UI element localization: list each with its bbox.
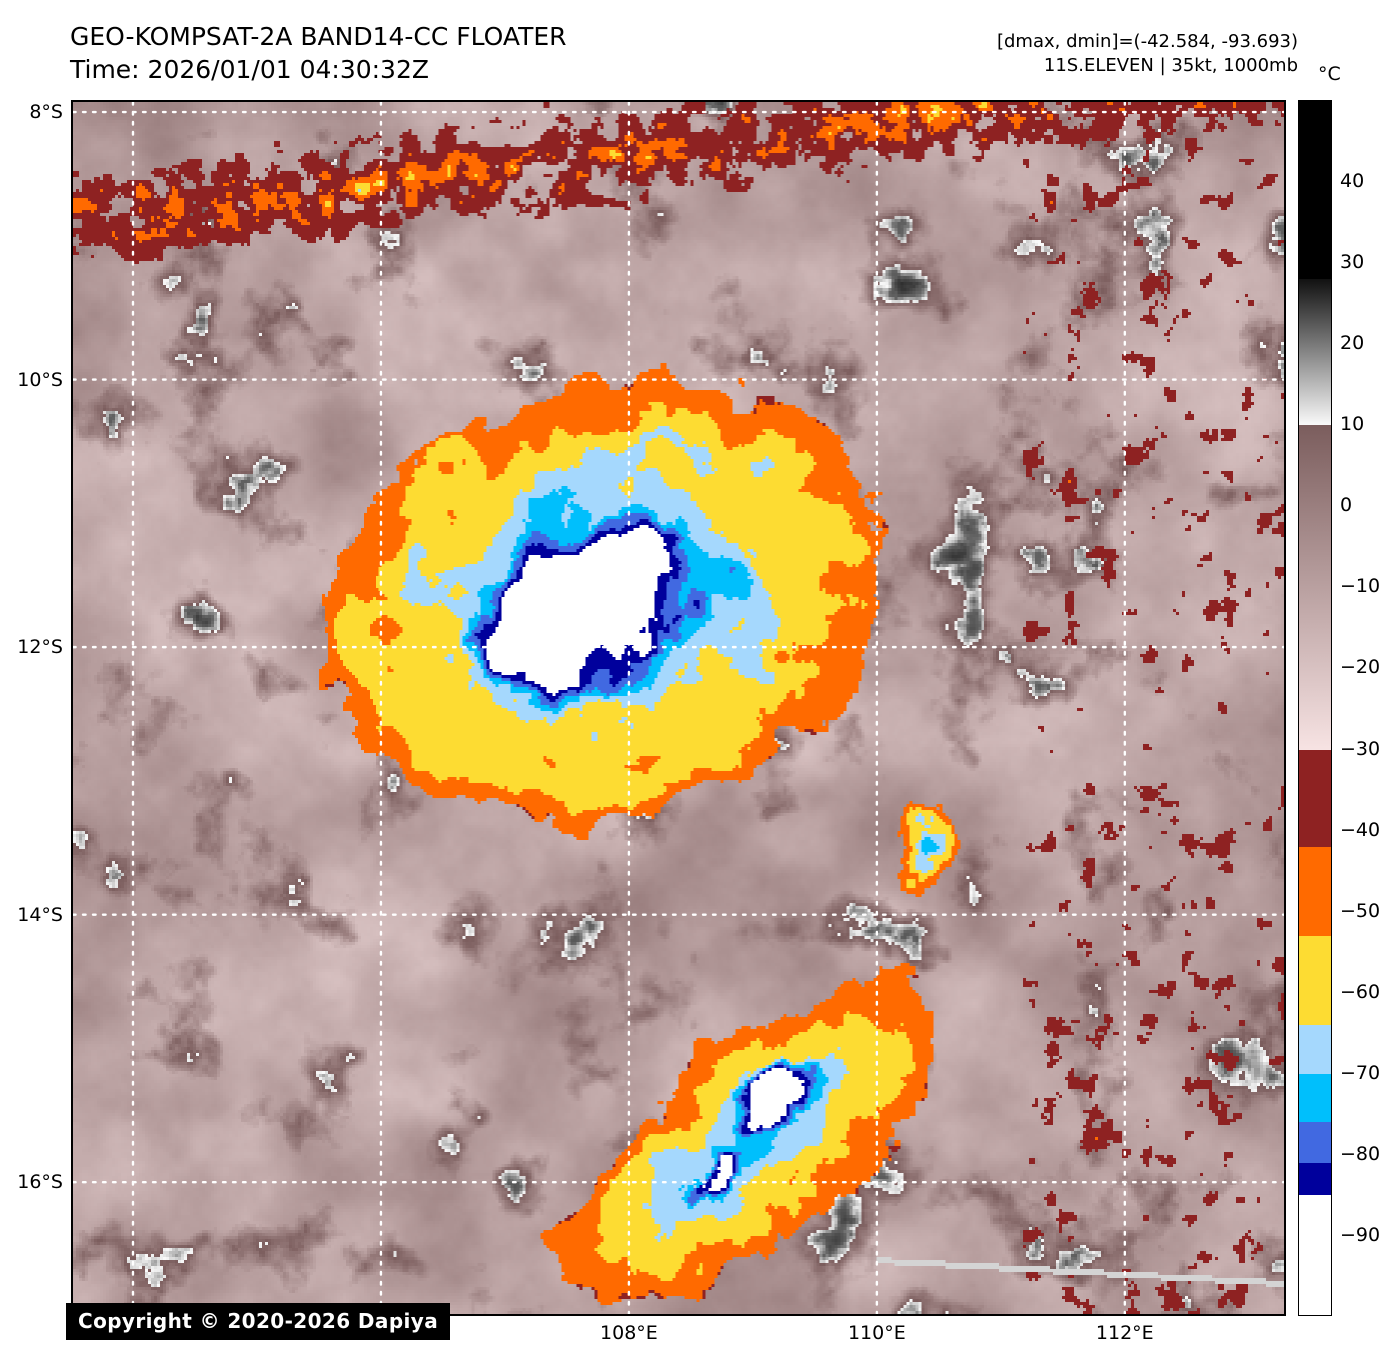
colorbar-tick-label: −10	[1340, 575, 1381, 598]
colorbar-tick-label: −90	[1340, 1223, 1381, 1246]
colorbar-tick-label: 0	[1340, 494, 1353, 517]
colorbar-segment	[1299, 1025, 1331, 1075]
lat-tick-label: 16°S	[17, 1171, 63, 1194]
lat-tick-label: 12°S	[17, 636, 63, 659]
lon-tick-label: 108°E	[600, 1322, 658, 1344]
colorbar-segment	[1299, 935, 1331, 1026]
colorbar-tick-label: 40	[1340, 170, 1365, 193]
colorbar-segment	[1299, 279, 1331, 426]
colorbar-tick-label: −50	[1340, 899, 1381, 922]
colorbar-tick-label: −30	[1340, 737, 1381, 760]
colorbar-tick-label: 20	[1340, 332, 1365, 355]
colorbar-tick-label: 10	[1340, 413, 1365, 436]
colorbar-segment	[1299, 101, 1331, 280]
colorbar-segment	[1299, 749, 1331, 848]
satellite-image-plot[interactable]	[71, 100, 1286, 1316]
lat-tick-label: 8°S	[29, 101, 63, 124]
colorbar-unit-label: °C	[1318, 63, 1341, 85]
copyright-banner: Copyright © 2020-2026 Dapiya	[66, 1303, 451, 1340]
observation-time: Time: 2026/01/01 04:30:32Z	[70, 55, 429, 84]
lon-tick-label: 112°E	[1095, 1322, 1154, 1344]
colorbar-segment	[1299, 1195, 1331, 1315]
storm-identifier: 11S.ELEVEN | 35kt, 1000mb	[1043, 55, 1298, 76]
colorbar-tick-label: −80	[1340, 1142, 1381, 1165]
lat-tick-label: 10°S	[17, 368, 63, 391]
colorbar-segment	[1299, 1122, 1331, 1164]
colorbar-tick-label: −40	[1340, 818, 1381, 841]
infrared-brightness-temperature-heatmap	[73, 102, 1284, 1314]
colorbar-segment	[1299, 1073, 1331, 1124]
colorbar-tick-label: −20	[1340, 656, 1381, 679]
colorbar-tick-label: −70	[1340, 1061, 1381, 1084]
colorbar-tick-label: 30	[1340, 251, 1365, 274]
satellite-product-title: GEO-KOMPSAT-2A BAND14-CC FLOATER	[70, 22, 567, 51]
colorbar-segment	[1299, 425, 1331, 751]
colorbar-segment	[1299, 846, 1331, 937]
temperature-colorbar[interactable]	[1298, 100, 1332, 1316]
lon-tick-label: 110°E	[847, 1322, 906, 1344]
header-metadata: [dmax, dmin]=(-42.584, -93.693) 11S.ELEV…	[878, 30, 1298, 78]
colorbar-segment	[1299, 1162, 1331, 1196]
page-title: GEO-KOMPSAT-2A BAND14-CC FLOATER Time: 2…	[70, 20, 770, 86]
lat-tick-label: 14°S	[17, 903, 63, 926]
dmax-dmin-readout: [dmax, dmin]=(-42.584, -93.693)	[996, 31, 1298, 52]
colorbar-tick-label: −60	[1340, 980, 1381, 1003]
